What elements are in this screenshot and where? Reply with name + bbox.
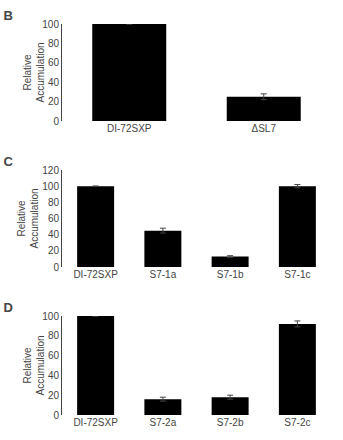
svg-text:80: 80 [48, 38, 60, 49]
svg-text:D: D [3, 300, 12, 315]
svg-text:0: 0 [53, 116, 59, 127]
svg-text:60: 60 [48, 213, 60, 224]
svg-text:20: 20 [48, 390, 60, 401]
svg-text:S7-1a: S7-1a [150, 269, 177, 280]
svg-text:RelativeAccumulation: RelativeAccumulation [22, 335, 46, 395]
svg-text:80: 80 [48, 330, 60, 341]
svg-text:40: 40 [48, 370, 60, 381]
svg-text:RelativeAccumulation: RelativeAccumulation [22, 42, 46, 102]
svg-text:S7-2b: S7-2b [217, 417, 244, 428]
svg-text:C: C [3, 154, 13, 169]
svg-text:20: 20 [48, 96, 60, 107]
svg-text:DI-72SXP: DI-72SXP [73, 269, 118, 280]
svg-text:0: 0 [53, 410, 59, 421]
svg-text:DI-72SXP: DI-72SXP [73, 417, 118, 428]
svg-text:S7-1b: S7-1b [217, 269, 244, 280]
svg-text:S7-1c: S7-1c [284, 269, 310, 280]
svg-text:100: 100 [42, 311, 59, 322]
svg-text:S7-2c: S7-2c [284, 417, 310, 428]
svg-text:20: 20 [48, 245, 60, 256]
svg-text:100: 100 [42, 181, 59, 192]
svg-text:100: 100 [42, 19, 59, 30]
svg-text:40: 40 [48, 77, 60, 88]
svg-text:60: 60 [48, 57, 60, 68]
svg-text:S7-2a: S7-2a [150, 417, 177, 428]
svg-text:ΔSL7: ΔSL7 [252, 123, 277, 134]
svg-text:80: 80 [48, 197, 60, 208]
svg-text:60: 60 [48, 350, 60, 361]
svg-text:40: 40 [48, 229, 60, 240]
svg-text:RelativeAccumulation: RelativeAccumulation [16, 188, 40, 248]
svg-text:B: B [3, 8, 12, 23]
svg-text:0: 0 [53, 262, 59, 273]
svg-text:120: 120 [42, 165, 59, 176]
svg-text:DI-72SXP: DI-72SXP [107, 123, 152, 134]
